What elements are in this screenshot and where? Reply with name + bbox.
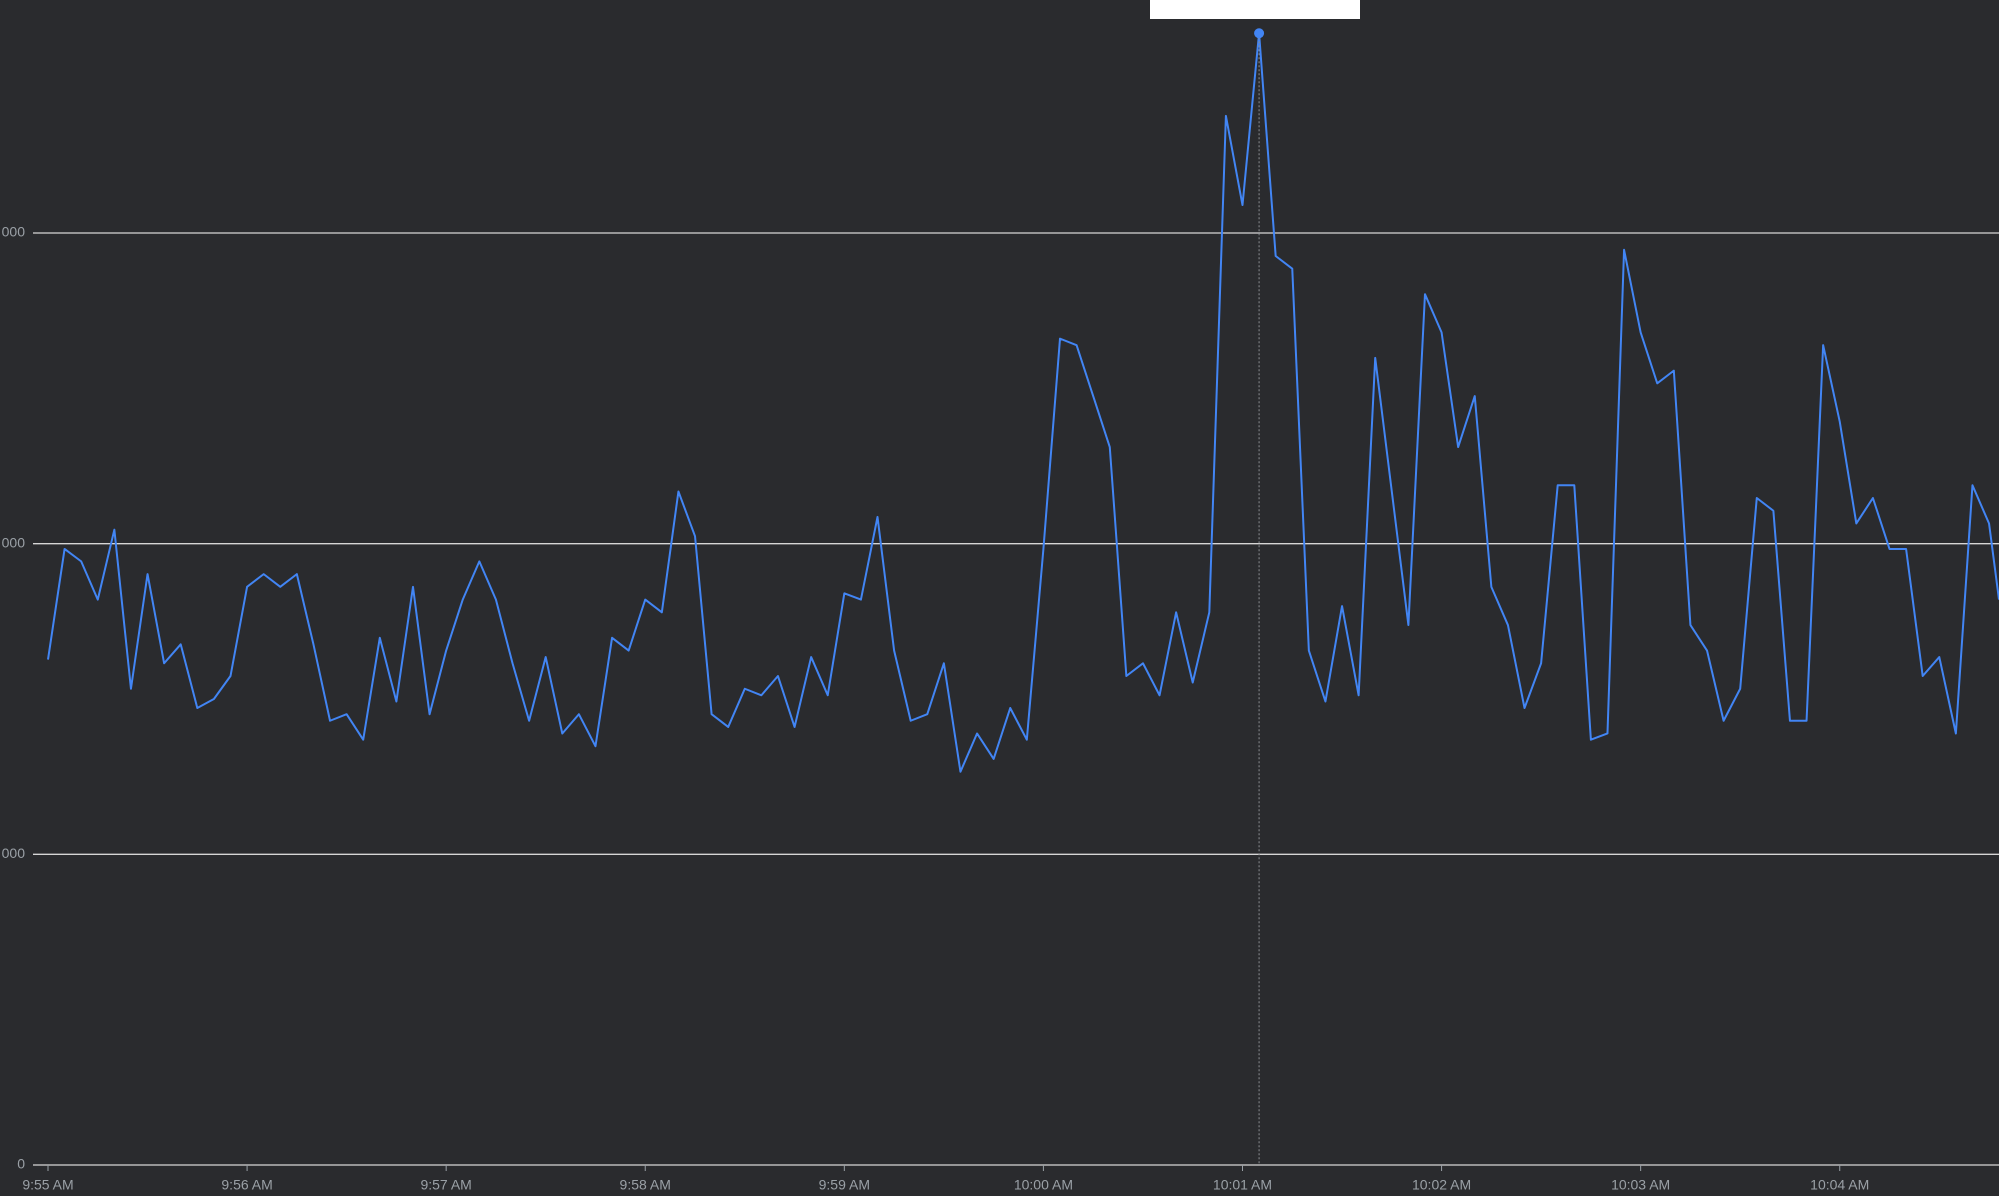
y-tick-label: 000 [2,534,26,550]
x-tick-label: 9:56 AM [221,1177,272,1193]
x-tick-label: 9:58 AM [620,1177,671,1193]
x-tick-label: 9:55 AM [22,1177,73,1193]
x-tick-label: 9:59 AM [819,1177,870,1193]
x-tick-label: 10:03 AM [1611,1177,1670,1193]
x-tick-label: 10:04 AM [1810,1177,1869,1193]
data-line [47,32,1999,773]
hover-point [1254,28,1265,39]
x-tick-label: 10:02 AM [1412,1177,1471,1193]
x-tick-label: 10:00 AM [1014,1177,1073,1193]
x-tick-label: 9:57 AM [420,1177,471,1193]
x-tick-label: 10:01 AM [1213,1177,1272,1193]
y-tick-label: 0 [17,1156,25,1172]
y-tick-label: 000 [2,845,26,861]
y-tick-label: 000 [2,224,26,240]
tooltip [1150,0,1360,19]
